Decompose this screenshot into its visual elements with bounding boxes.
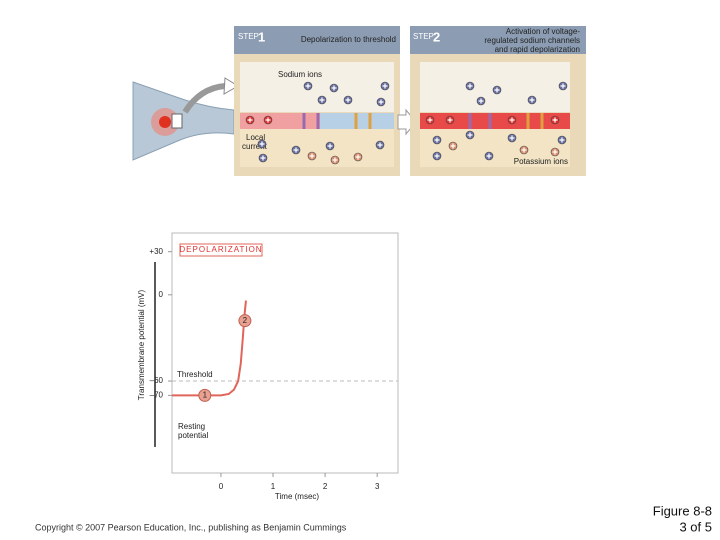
ion-sign [559, 137, 565, 143]
ion-sign [345, 97, 351, 103]
ion-sign [478, 98, 484, 104]
ion-sign [509, 117, 515, 123]
ion-sign [529, 97, 535, 103]
ion-sign [509, 135, 515, 141]
ion-sign [560, 83, 566, 89]
step-title: regulated sodium channels [484, 36, 580, 45]
ion-sign [247, 117, 253, 123]
step-title: and rapid depolarization [495, 45, 580, 54]
y-axis-label: Transmembrane potential (mV) [137, 289, 146, 400]
step-2-panel: STEP 2 Activation of voltage- regulated … [410, 26, 586, 176]
local-current-label: Local [246, 133, 265, 142]
neuron-illustration [132, 77, 239, 161]
y-tick-label: 0 [159, 290, 164, 299]
copyright: Copyright © 2007 Pearson Education, Inc.… [35, 522, 347, 532]
banner-box [179, 243, 263, 257]
ion-sign [260, 155, 266, 161]
y-tick-label: –70 [150, 391, 164, 400]
ions [245, 81, 568, 165]
figure-number: Figure 8-8 [653, 503, 712, 518]
ion-sign [377, 142, 383, 148]
ion-sign [486, 153, 492, 159]
ion-sign [327, 143, 333, 149]
ion-sign [332, 157, 338, 163]
ion-sign [382, 83, 388, 89]
step-number: 1 [258, 29, 265, 44]
ion-sign [259, 141, 265, 147]
x-tick-label: 0 [219, 482, 224, 491]
ion-sign [319, 97, 325, 103]
ion-sign [434, 153, 440, 159]
banner: DEPOLARIZATION [179, 245, 262, 254]
ion-sign [521, 147, 527, 153]
ion-sign [434, 137, 440, 143]
ion-sign [552, 149, 558, 155]
step-label: STEP [413, 32, 434, 41]
ion-sign [331, 85, 337, 91]
potassium-label: Potassium ions [514, 157, 568, 166]
ion-sign [355, 154, 361, 160]
ion-sign [293, 147, 299, 153]
ion-sign [447, 117, 453, 123]
step-marker [198, 388, 212, 402]
step-title: Depolarization to threshold [301, 35, 396, 44]
y-tick-label: +30 [149, 247, 163, 256]
step-marker-label: 2 [243, 316, 248, 325]
ion-sign [450, 143, 456, 149]
local-current-label: current [242, 142, 268, 151]
x-tick-label: 3 [375, 482, 380, 491]
step-marker-label: 1 [203, 391, 208, 400]
step-number: 2 [433, 29, 440, 44]
x-tick-label: 2 [323, 482, 328, 491]
ion-sign [467, 132, 473, 138]
step-label: STEP [238, 32, 259, 41]
resting-label: Resting [178, 422, 205, 431]
y-tick-label: –60 [150, 376, 164, 385]
step-1-panel: STEP 1 Depolarization to threshold Sodiu… [234, 26, 400, 176]
ion-sign [467, 83, 473, 89]
step-marker [238, 314, 252, 328]
page-number: 3 of 5 [679, 519, 712, 534]
ion-sign [305, 83, 311, 89]
ion-sign [378, 99, 384, 105]
threshold-label: Threshold [177, 370, 213, 379]
ion-sign [494, 87, 500, 93]
ion-sign [265, 117, 271, 123]
resting-label: potential [178, 431, 208, 440]
sodium-label: Sodium ions [278, 70, 322, 79]
x-tick-label: 1 [271, 482, 276, 491]
x-axis-label: Time (msec) [275, 492, 319, 501]
plot-area [171, 232, 399, 474]
ion-sign [552, 117, 558, 123]
step-title: Activation of voltage- [506, 27, 581, 36]
ion-sign [309, 153, 315, 159]
ion-sign [427, 117, 433, 123]
